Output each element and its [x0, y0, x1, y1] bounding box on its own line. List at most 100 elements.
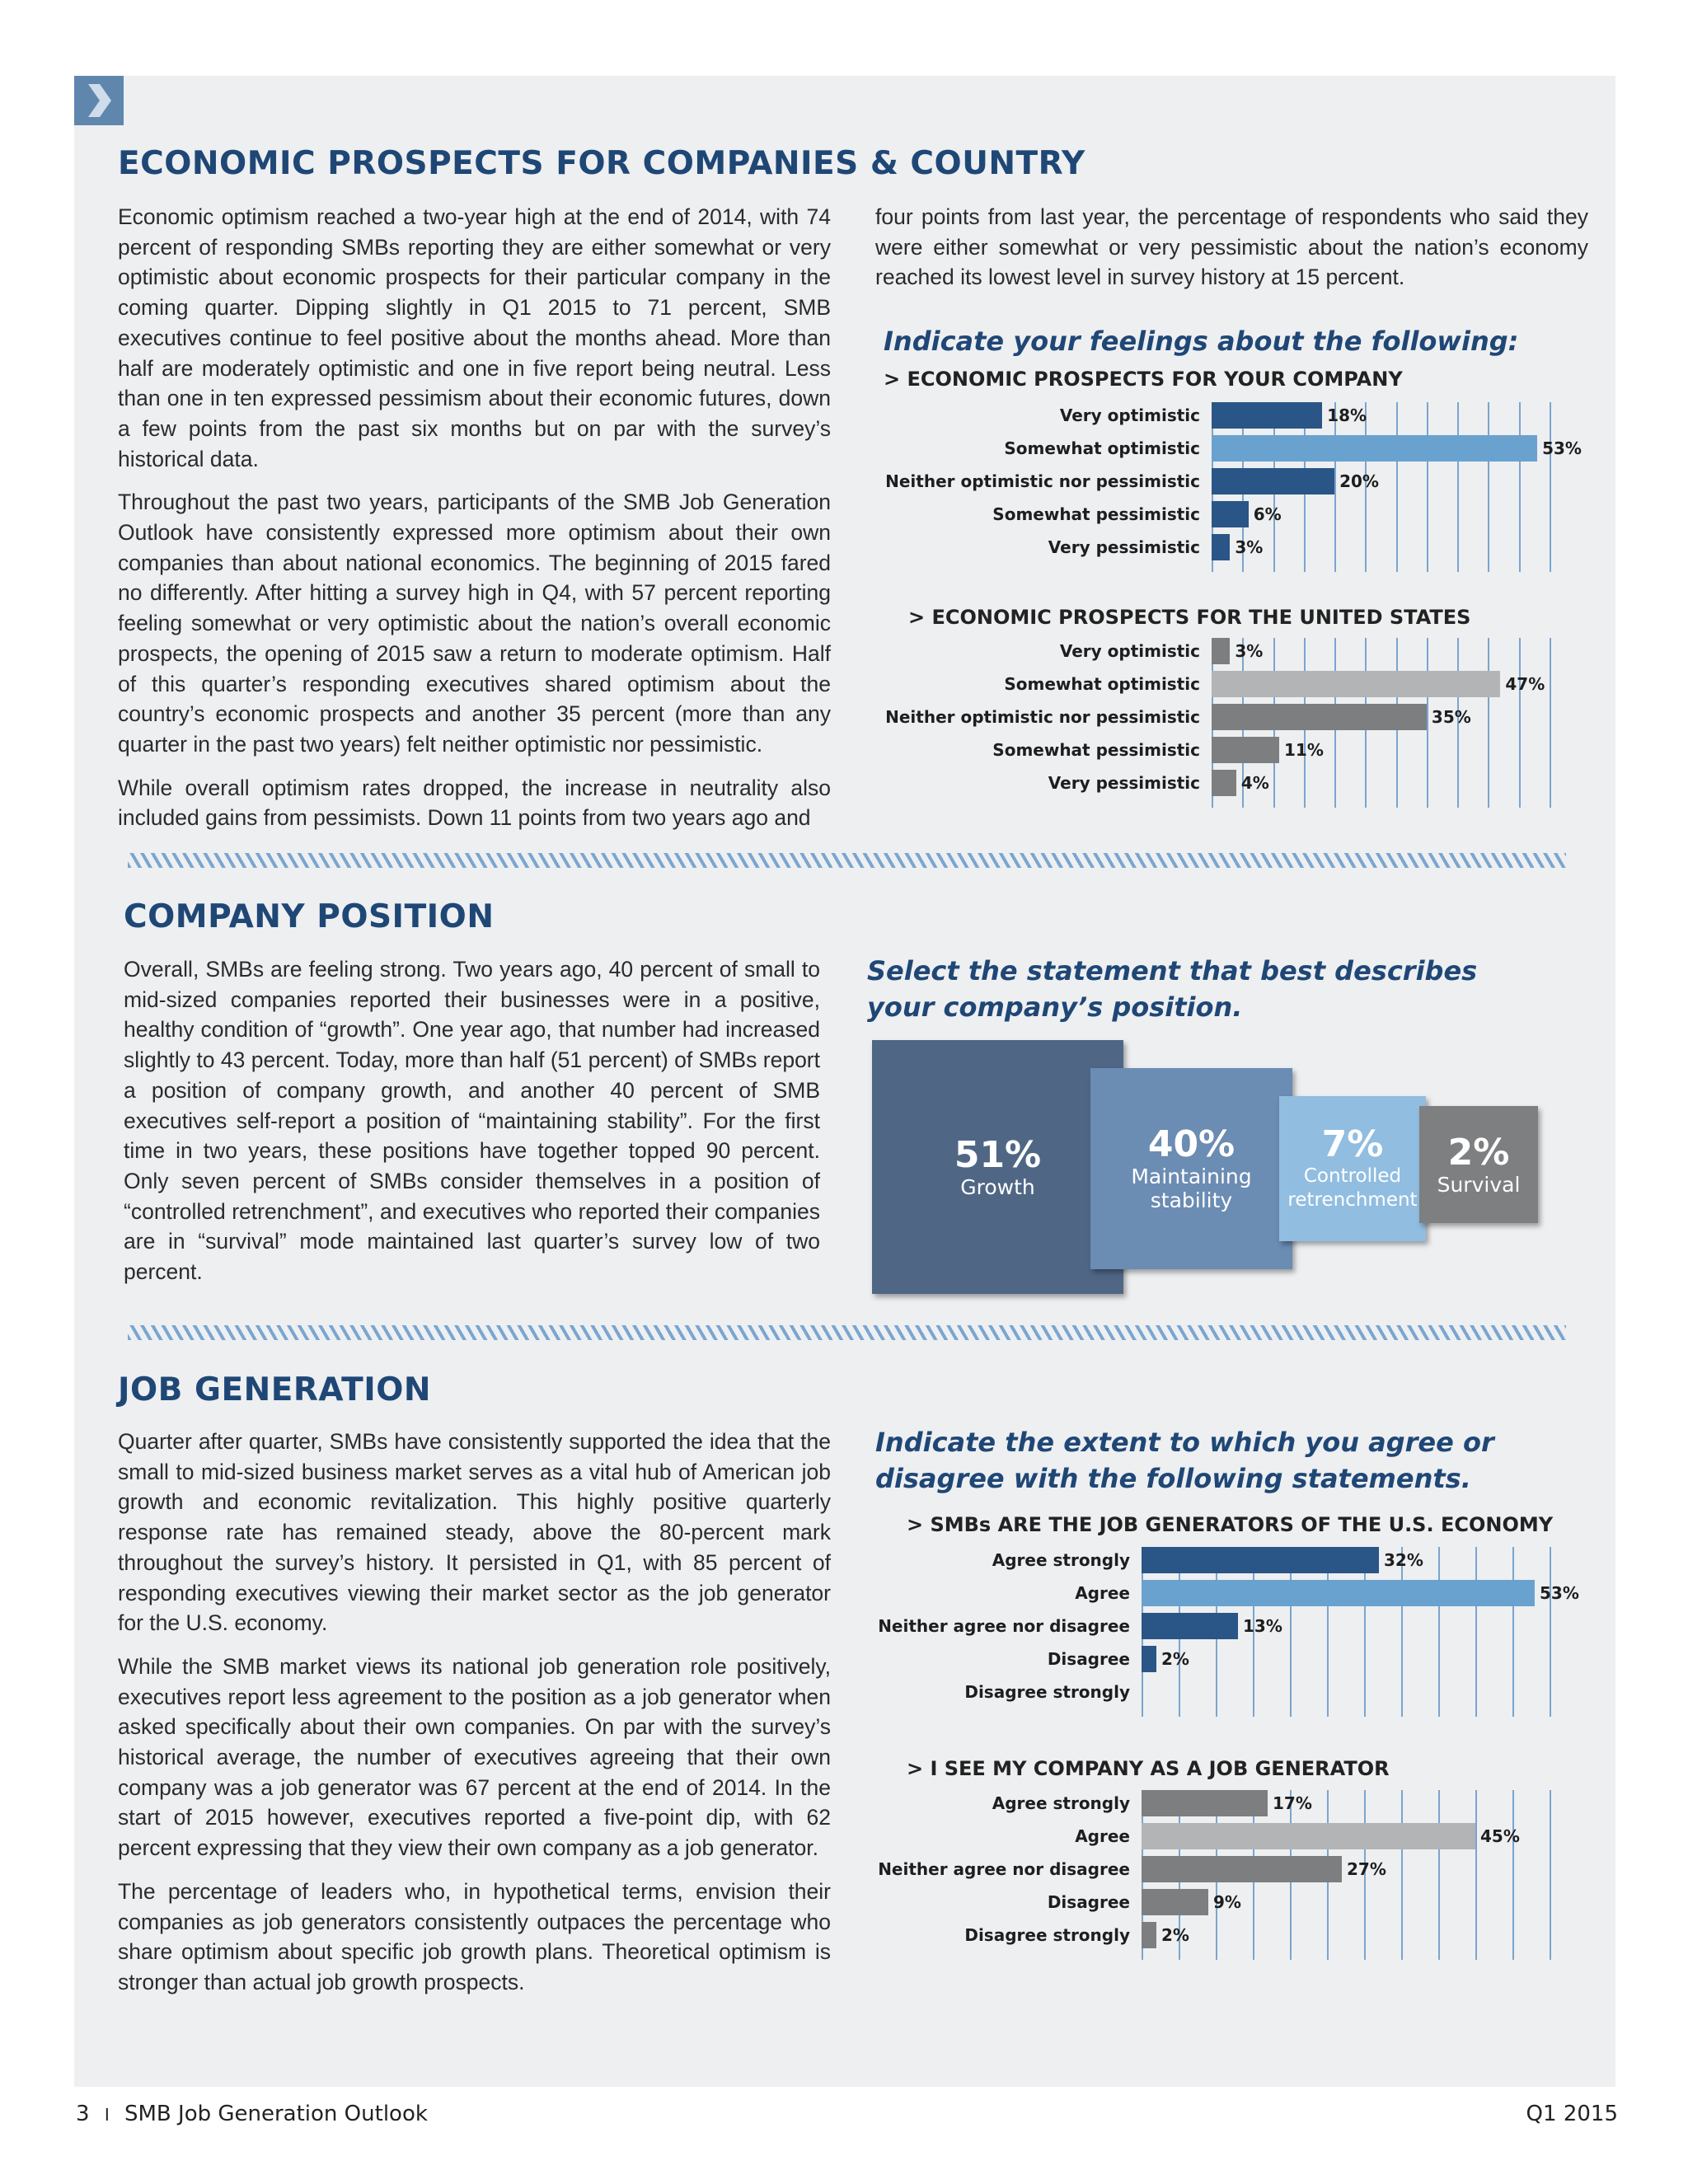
bar-row: Disagree 9%: [1048, 1889, 1550, 1915]
gridline: [1364, 1790, 1366, 1960]
bar-row: Neither optimistic nor pessimistic 20%: [885, 468, 1550, 494]
bar: [1212, 468, 1335, 494]
gridline: [1395, 402, 1398, 572]
bar-value-label: 18%: [1327, 405, 1367, 425]
bar-value-label: 53%: [1540, 1583, 1579, 1603]
smb-chart-heading: > SMBs ARE THE JOB GENERATORS OF THE U.S…: [907, 1513, 1554, 1536]
bar-category-label: Disagree strongly: [964, 1682, 1130, 1702]
bar-category-label: Very optimistic: [1059, 641, 1200, 661]
bar: [1142, 1889, 1208, 1915]
bar-category-label: Agree strongly: [992, 1550, 1130, 1570]
bar-value-label: 20%: [1339, 471, 1379, 491]
bar-category-label: Agree: [1075, 1583, 1130, 1603]
bar-category-label: Agree: [1075, 1826, 1130, 1846]
paragraph: four points from last year, the percenta…: [875, 204, 1588, 290]
gridline: [1512, 1790, 1514, 1960]
bar-row: Agree 45%: [1075, 1823, 1550, 1849]
paragraph: Quarter after quarter, SMBs have consist…: [118, 1429, 831, 1636]
bar-category-label: Somewhat optimistic: [1004, 438, 1200, 458]
bar: [1142, 1613, 1238, 1639]
gridline: [1290, 1547, 1292, 1717]
question-text: Select the statement that: [867, 955, 1261, 987]
footer-period: Q1 2015: [1526, 2102, 1618, 2126]
gridline: [1426, 638, 1428, 808]
bar-value-label: 4%: [1240, 773, 1269, 793]
bar-category-label: Agree strongly: [992, 1793, 1130, 1813]
bar-category-label: Disagree strongly: [964, 1925, 1130, 1945]
section-divider: [128, 853, 1566, 868]
bar-row: Neither agree nor disagree 27%: [878, 1856, 1550, 1882]
gridline: [1426, 402, 1428, 572]
country-prospects-chart: Very optimistic 3% Somewhat optimistic 47% N…: [885, 638, 1551, 808]
bar-value-label: 11%: [1284, 740, 1324, 760]
bar-row: Neither optimistic nor pessimistic 35%: [885, 704, 1550, 730]
bar: [1142, 1856, 1342, 1882]
mine-chart-heading: > I SEE MY COMPANY AS A JOB GENERATOR: [907, 1757, 1390, 1780]
position-question: Select the statement that best describes…: [867, 953, 1543, 1025]
bar-category-label: Neither agree nor disagree: [878, 1616, 1130, 1636]
bar-row: Somewhat pessimistic 6%: [992, 501, 1550, 527]
jobs-section-title: JOB GENERATION: [118, 1371, 431, 1408]
gridline: [1488, 638, 1490, 808]
position-label: Controlled retrenchment: [1287, 1165, 1418, 1211]
page-number: 3: [76, 2102, 90, 2126]
paragraph: The percentage of leaders who, in hypoth…: [118, 1878, 831, 1994]
gridline: [1488, 402, 1490, 572]
paragraph: While overall optimism rates dropped, th…: [118, 775, 831, 831]
position-value: 40%: [1147, 1123, 1236, 1165]
position-label: Growth: [960, 1174, 1035, 1199]
economic-question: Indicate your feelings about the followi…: [884, 326, 1519, 357]
bar-row: Neither agree nor disagree 13%: [878, 1613, 1550, 1639]
section-divider: [128, 1325, 1566, 1340]
gridline: [1401, 1547, 1403, 1717]
bar-value-label: 6%: [1253, 504, 1282, 524]
bar-value-label: 2%: [1161, 1925, 1189, 1945]
bar: [1212, 402, 1323, 429]
economic-section-title: ECONOMIC PROSPECTS FOR COMPANIES & COUNT…: [118, 145, 1085, 182]
gridline: [1550, 1790, 1551, 1960]
bar-category-label: Neither optimistic nor pessimistic: [885, 707, 1200, 727]
bar-row: Agree 53%: [1075, 1580, 1579, 1606]
bar: [1212, 501, 1249, 527]
position-text: Overall, SMBs are feeling strong. Two ye…: [124, 954, 820, 1301]
country-chart-heading: > ECONOMIC PROSPECTS FOR THE UNITED STAT…: [908, 606, 1471, 629]
jobs-question: Indicate the extent to which you agree o…: [875, 1427, 1494, 1494]
company-chart-heading: > ECONOMIC PROSPECTS FOR YOUR COMPANY: [884, 368, 1403, 391]
paragraph: Throughout the past two years, participa…: [118, 490, 831, 757]
bar: [1212, 770, 1236, 796]
bar-row: Agree strongly 32%: [992, 1547, 1550, 1573]
gridline: [1401, 1790, 1403, 1960]
bar-value-label: 35%: [1431, 707, 1471, 727]
bar-row: Very optimistic 18%: [1060, 402, 1550, 429]
paragraph: While the SMB market views its national …: [118, 1653, 831, 1861]
bar: [1212, 737, 1279, 763]
gridline: [1475, 1790, 1477, 1960]
bar: [1142, 1646, 1156, 1672]
bar: [1212, 435, 1538, 462]
bar-category-label: Somewhat optimistic: [1004, 674, 1200, 694]
gridline: [1364, 1547, 1366, 1717]
gridline: [1475, 1547, 1477, 1717]
bar-value-label: 9%: [1213, 1892, 1241, 1912]
bar: [1212, 534, 1231, 560]
bar-row: Somewhat pessimistic 11%: [992, 737, 1550, 763]
bar-value-label: 3%: [1235, 641, 1264, 661]
gridline: [1253, 1547, 1254, 1717]
gridline: [1457, 402, 1460, 572]
bar: [1142, 1580, 1535, 1606]
bar-category-label: Disagree: [1047, 1892, 1130, 1912]
bar-category-label: Somewhat pessimistic: [992, 504, 1200, 524]
position-label: Maintaining stability: [1131, 1165, 1252, 1212]
bar-category-label: Somewhat pessimistic: [992, 740, 1200, 760]
bar-row: Somewhat optimistic 53%: [1004, 435, 1582, 462]
position-value: 7%: [1321, 1123, 1384, 1165]
content-panel: [74, 76, 1615, 2087]
position-box-stability: 40% Maintaining stability: [1090, 1068, 1292, 1269]
position-value: 2%: [1447, 1131, 1510, 1174]
bar-row: Somewhat optimistic 47%: [1004, 671, 1550, 697]
bar-value-label: 32%: [1384, 1550, 1423, 1570]
bar-value-label: 3%: [1235, 537, 1264, 557]
bar-value-label: 53%: [1542, 438, 1582, 458]
question-emphasis: best describes: [1260, 955, 1478, 987]
bar-value-label: 45%: [1480, 1826, 1520, 1846]
